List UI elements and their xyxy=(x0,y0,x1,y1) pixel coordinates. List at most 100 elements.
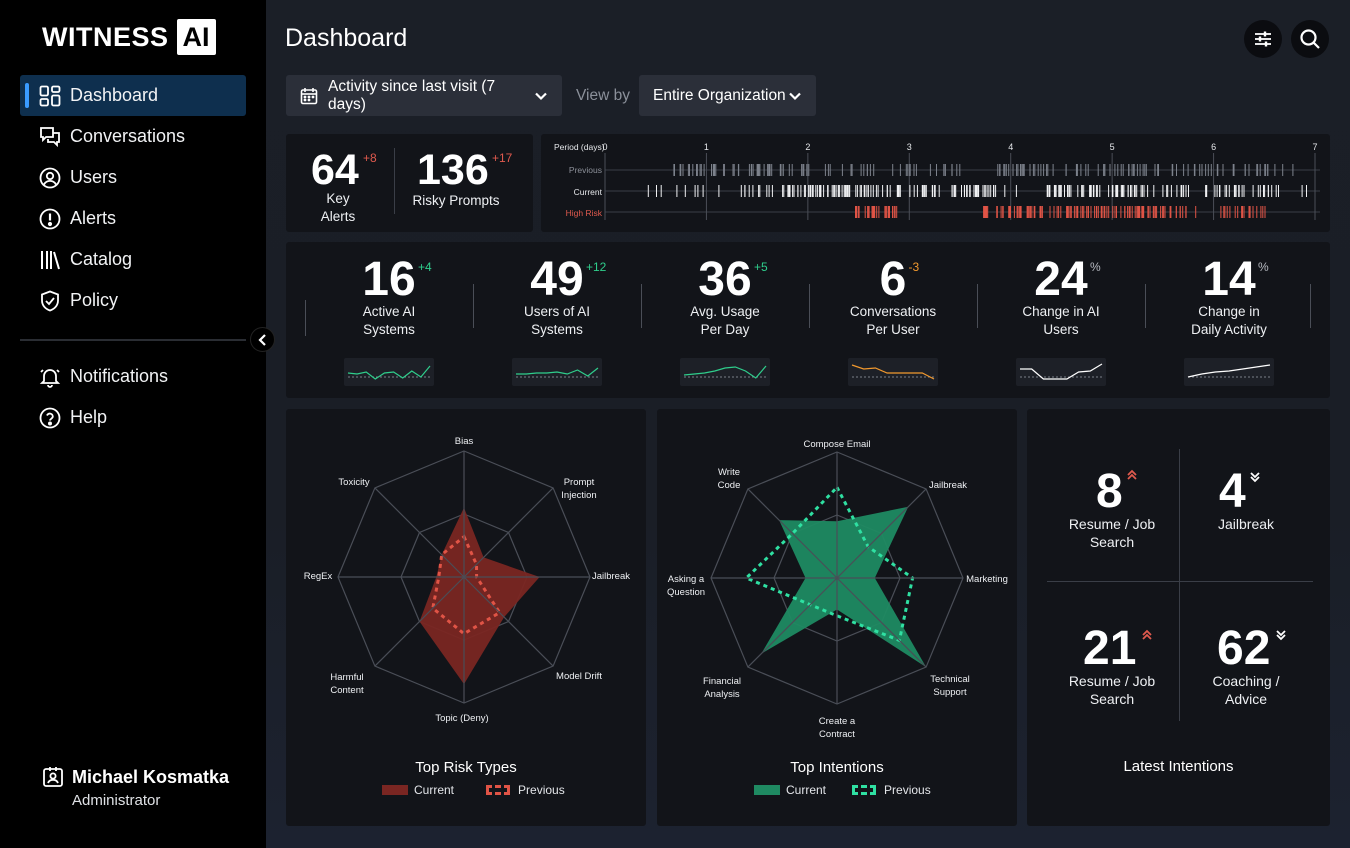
horizontal-divider xyxy=(1047,581,1313,582)
period-dropdown-value: Activity since last visit (7 days) xyxy=(328,77,496,113)
kpi-separator xyxy=(641,284,642,328)
logo[interactable]: WITNESS AI xyxy=(42,18,216,56)
nav-divider xyxy=(20,339,246,341)
label-line-2: Search xyxy=(1089,691,1135,707)
period-dropdown[interactable]: Activity since last visit (7 days) xyxy=(286,75,562,116)
risky-prompts-delta: +17 xyxy=(492,151,513,165)
kpi-value: 16 xyxy=(362,253,416,306)
label-line-2: Daily Activity xyxy=(1191,322,1267,337)
intentions-radar-chart: Compose Email Jailbreak Marketing Technical… xyxy=(667,439,1008,740)
search-button[interactable] xyxy=(1291,20,1329,58)
radar-category-label: RegEx xyxy=(304,571,333,582)
risky-prompts-label: Risky Prompts xyxy=(412,193,500,208)
sidebar-item-dashboard[interactable]: Dashboard xyxy=(20,75,246,116)
alerts-summary-panel: 64 +8 Key Alerts 136 +17 Risky Prompts xyxy=(286,134,533,232)
radar-category-label: Jailbreak xyxy=(929,480,967,491)
kpi-sparkline xyxy=(344,358,434,386)
sidebar-item-alerts[interactable]: Alerts xyxy=(20,198,246,239)
radar-category-label: Question xyxy=(667,587,705,598)
radar-spoke xyxy=(747,577,838,668)
key-alerts-delta: +8 xyxy=(363,151,377,165)
filter-settings-button[interactable] xyxy=(1244,20,1282,58)
kpi-separator xyxy=(305,300,306,336)
latest-intention-value: 4 xyxy=(1219,465,1246,518)
radar-spoke xyxy=(463,576,554,667)
kpi-label: Change in Daily Activity xyxy=(1159,303,1299,339)
user-name: Michael Kosmatka xyxy=(72,766,230,787)
sidebar-item-notifications[interactable]: Notifications xyxy=(20,356,246,397)
chevron-left-icon xyxy=(257,333,268,346)
sidebar-item-conversations[interactable]: Conversations xyxy=(20,116,246,157)
kpi-sparkline xyxy=(1184,358,1274,386)
radar-spoke xyxy=(836,577,927,668)
legend-label-previous: Previous xyxy=(884,783,931,797)
sidebar-item-label: Catalog xyxy=(70,249,133,269)
risk-types-legend: Current Previous xyxy=(382,783,565,797)
kpi-value: 49 xyxy=(530,253,584,306)
kpi-sparkline xyxy=(512,358,602,386)
sidebar-item-label: Users xyxy=(70,167,118,187)
help-icon xyxy=(38,406,62,430)
label-line-2: Users xyxy=(1043,322,1079,337)
activity-timeline: Period (days) Previous Current High Risk… xyxy=(554,142,1320,220)
legend-label-current: Current xyxy=(414,783,455,797)
logo-badge: AI xyxy=(176,19,216,55)
radar-category-label: Marketing xyxy=(966,574,1008,585)
radar-category-label: Contract xyxy=(819,729,855,740)
activity-timeline-panel: Period (days) Previous Current High Risk… xyxy=(541,134,1330,232)
label-line-2: Per Day xyxy=(700,322,750,337)
kpi-label: Users of AI Systems xyxy=(487,303,627,339)
sidebar-item-help[interactable]: Help xyxy=(20,397,246,438)
row-label-high-risk: High Risk xyxy=(566,208,603,218)
shield-icon xyxy=(38,289,62,313)
chevron-down-icon xyxy=(788,91,802,101)
timeline-tick-label: 0 xyxy=(602,142,607,152)
logo-text: WITNESS xyxy=(42,21,169,52)
kpi-delta: % xyxy=(1258,260,1269,274)
collapse-sidebar-button[interactable] xyxy=(250,327,275,352)
badge-icon xyxy=(42,766,64,788)
legend-label-previous: Previous xyxy=(518,783,565,797)
label-line-2: Per User xyxy=(866,322,920,337)
latest-intention-value: 62 xyxy=(1217,622,1271,675)
radar-series-previous xyxy=(431,534,502,636)
radar-category-label: Technical xyxy=(930,674,970,685)
legend-swatch-previous xyxy=(486,785,511,795)
radar-category-label: Topic (Deny) xyxy=(435,713,488,724)
radar-category-label: Injection xyxy=(561,490,596,501)
kpi-panel: 16 +4 Active AI Systems 49 +12 Users of AI Syst… xyxy=(286,242,1330,398)
latest-intention-value: 21 xyxy=(1083,622,1137,675)
secondary-nav: Notifications Help xyxy=(20,356,246,438)
kpi-value: 24 xyxy=(1034,253,1088,306)
kpi-separator xyxy=(1310,284,1311,328)
latest-intention-value: 8 xyxy=(1096,465,1123,518)
radar-category-label: Support xyxy=(933,687,967,698)
sidebar-item-policy[interactable]: Policy xyxy=(20,280,246,321)
kpi-separator xyxy=(809,284,810,328)
risk-types-title: Top Risk Types xyxy=(415,759,517,776)
chevron-double-up-icon xyxy=(1141,629,1153,644)
sidebar: WITNESS AI Dashboard Conversations Users xyxy=(0,0,266,848)
radar-category-label: Write xyxy=(718,467,740,478)
calendar-icon xyxy=(300,87,318,105)
sidebar-item-label: Dashboard xyxy=(70,85,159,105)
radar-category-label: Prompt xyxy=(564,477,595,488)
legend-label-current: Current xyxy=(786,783,827,797)
label-line-1: Change in AI xyxy=(1022,304,1100,319)
sidebar-item-catalog[interactable]: Catalog xyxy=(20,239,246,280)
sidebar-item-label: Help xyxy=(70,407,108,427)
intentions-legend: Current Previous xyxy=(754,783,931,797)
page-title: Dashboard xyxy=(285,24,408,52)
kpi-delta: -3 xyxy=(908,260,920,274)
sidebar-item-label: Notifications xyxy=(70,366,169,386)
label-line-1: Active AI xyxy=(362,304,416,319)
user-profile[interactable]: Michael Kosmatka Administrator xyxy=(42,766,229,809)
sidebar-item-label: Policy xyxy=(70,290,119,310)
radar-category-label: Bias xyxy=(455,436,474,447)
view-by-dropdown[interactable]: Entire Organization xyxy=(639,75,816,116)
radar-category-label: Model Drift xyxy=(556,671,602,682)
sparkline-line xyxy=(1187,364,1271,378)
sidebar-item-users[interactable]: Users xyxy=(20,157,246,198)
timeline-tick-label: 6 xyxy=(1211,142,1216,152)
radar-category-label: Harmful xyxy=(330,672,363,683)
